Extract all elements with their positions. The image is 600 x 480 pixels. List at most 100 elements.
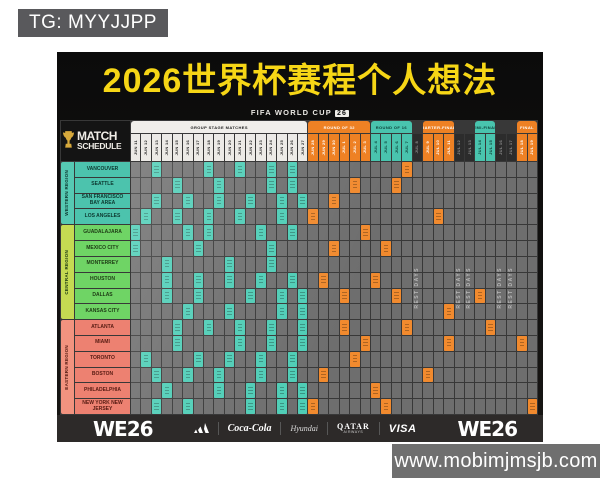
grid-cell (224, 288, 235, 304)
match-cell-group (204, 209, 214, 225)
grid-cell (297, 162, 308, 177)
grid-cell (496, 367, 506, 383)
grid-cell (318, 304, 329, 320)
grid-cell (517, 193, 527, 209)
grid-cell (496, 272, 506, 288)
grid-cell (235, 383, 245, 399)
grid-cell (339, 304, 350, 320)
grid-cell (339, 162, 350, 177)
grid-cell (318, 320, 329, 335)
grid-cell (151, 351, 162, 367)
date-label: JUN 21 (237, 139, 243, 156)
grid-cell (297, 177, 308, 193)
grid-cell (224, 193, 235, 209)
date-label: JUL 3 (362, 141, 368, 154)
date-label: JUL 11 (445, 140, 451, 155)
date-label: JUL 19 (529, 140, 535, 155)
grid-cell (141, 256, 151, 272)
grid-cell (371, 256, 381, 272)
grid-cell (162, 304, 172, 320)
grid-cell (506, 320, 517, 335)
grid-cell (402, 288, 412, 304)
match-cell-knockout (381, 399, 391, 414)
grid-cell (454, 304, 464, 320)
match-schedule-line2: SCHEDULE (77, 141, 122, 152)
grid-cell (277, 335, 287, 351)
grid-cell (245, 367, 256, 383)
grid-cell (214, 335, 224, 351)
stage-band-rest2 (455, 121, 475, 133)
grid-cell (141, 272, 151, 288)
grid-cell (266, 351, 277, 367)
grid-cell (517, 177, 527, 193)
grid-cell (256, 288, 266, 304)
grid-cell (391, 162, 402, 177)
grid-cell (339, 383, 350, 399)
grid-cell (423, 256, 433, 272)
match-cell-knockout (318, 272, 329, 288)
grid-cell (527, 351, 537, 367)
grid-cell (475, 193, 485, 209)
date-label: JUN 16 (184, 139, 190, 156)
grid-cell (329, 320, 339, 335)
match-cell-group (297, 399, 308, 414)
grid-cell (517, 320, 527, 335)
qatar-logo-subtext: AIRWAYS (343, 429, 364, 434)
stage-band-group: GROUP STAGE MATCHES (131, 121, 308, 133)
grid-cell (204, 335, 214, 351)
grid-cell (287, 335, 297, 351)
grid-cell (193, 225, 204, 241)
grid-cell (141, 241, 151, 256)
grid-cell (141, 304, 151, 320)
grid-cell (475, 256, 485, 272)
grid-cell (517, 225, 527, 241)
date-header: JUN 30 (329, 134, 339, 161)
match-cell-group (162, 383, 172, 399)
match-schedule-line1: MATCH (77, 129, 117, 144)
grid-cell (308, 335, 318, 351)
grid-cell (162, 162, 172, 177)
rest-days-text: REST DAYS (455, 267, 462, 309)
match-cell-group (224, 351, 235, 367)
grid-cell (183, 209, 193, 225)
grid-cell (391, 320, 402, 335)
grid-cell (423, 399, 433, 414)
city-cell: GUADALAJARA (75, 225, 130, 241)
grid-cell (412, 272, 423, 288)
grid-cell (224, 383, 235, 399)
grid-cell (527, 177, 537, 193)
grid-cell (444, 256, 454, 272)
date-label: JUL 12 (456, 140, 462, 155)
date-label: JUN 19 (216, 139, 222, 156)
match-cell-knockout (381, 241, 391, 256)
city-cell: MEXICO CITY (75, 241, 130, 256)
grid-cell (381, 177, 391, 193)
grid-cell (496, 304, 506, 320)
grid-cell (235, 288, 245, 304)
grid-cell (475, 351, 485, 367)
date-header: JUL 2 (350, 134, 360, 161)
date-label: JUN 30 (330, 139, 336, 156)
grid-cell (464, 351, 475, 367)
date-header: JUN 21 (235, 134, 245, 161)
city-cell: DALLAS (75, 288, 130, 304)
date-header: JUL 16 (496, 134, 506, 161)
rest-days-text: REST DAYS (466, 267, 473, 309)
qatar-logo-text: QATAR (337, 421, 370, 431)
qatar-airways-logo: QATAR AIRWAYS (337, 421, 370, 435)
grid-cell (412, 288, 423, 304)
date-header: JUN 15 (172, 134, 183, 161)
city-cell: PHILADELPHIA (75, 383, 130, 399)
match-cell-group (297, 288, 308, 304)
date-label: JUL 2 (351, 141, 357, 154)
grid-cell (193, 304, 204, 320)
grid-cell (329, 288, 339, 304)
match-cell-group (245, 399, 256, 414)
match-cell-group (256, 367, 266, 383)
sponsor-separator (217, 422, 219, 435)
date-label: JUN 15 (174, 139, 180, 156)
match-cell-group (183, 399, 193, 414)
grid-cell (183, 320, 193, 335)
grid-cell (402, 367, 412, 383)
grid-cell (172, 225, 183, 241)
